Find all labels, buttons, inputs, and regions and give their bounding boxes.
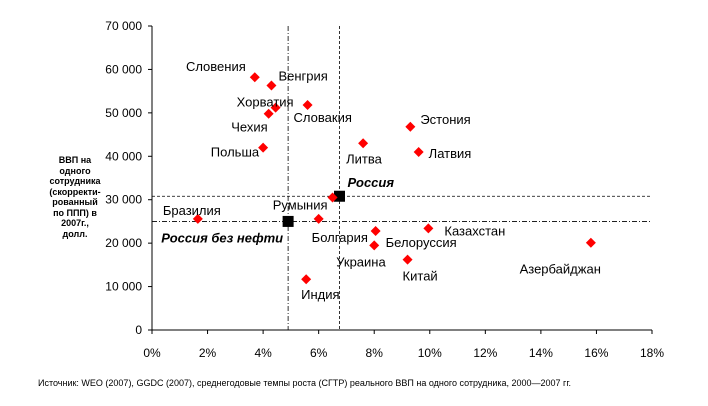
x-tick-label: 6% (310, 346, 328, 360)
diamond-marker (370, 225, 381, 236)
diamond-marker (258, 142, 269, 153)
point-label: Польша (211, 145, 260, 160)
point-label: Россия (348, 175, 395, 190)
diamond-marker (585, 237, 596, 248)
x-tick-label: 18% (640, 346, 664, 360)
x-tick-label: 2% (199, 346, 217, 360)
point-label: Чехия (231, 120, 267, 135)
x-tick-label: 10% (418, 346, 442, 360)
diamond-marker (423, 223, 434, 234)
square-marker (334, 190, 345, 202)
diamond-marker (301, 274, 312, 285)
y-tick-label: 50 000 (105, 106, 142, 120)
tick-labels: 0% 2% 4% 6% 8% 10% 12% 14% 16% 18% 0 10 000 20 000 30… (105, 19, 664, 360)
point-label: Болгария (312, 230, 368, 245)
y-tick-label: 20 000 (105, 236, 142, 250)
point-label: Азербайджан (520, 262, 601, 277)
point-label: Бразилия (163, 203, 221, 218)
point-label: Словакия (294, 110, 352, 125)
point-label: Словения (186, 59, 246, 74)
x-tick-label: 16% (584, 346, 608, 360)
y-axis-label-line: 2007г., (61, 218, 89, 228)
point-label: Индия (301, 287, 339, 302)
diamond-marker (192, 213, 203, 224)
y-tick-label: 30 000 (105, 193, 142, 207)
square-marker (282, 215, 294, 227)
y-tick-label: 0 (135, 323, 142, 337)
diamond-marker (263, 108, 274, 119)
point-label: Украина (336, 254, 386, 269)
y-tick-label: 10 000 (105, 280, 142, 294)
point-label: Белоруссия (386, 235, 457, 250)
diamond-marker (270, 102, 281, 113)
axes (148, 25, 653, 334)
y-axis-label-line: ВВП на (58, 155, 92, 165)
y-axis-label: ВВП на одного сотрудника (скорректи- ров… (42, 155, 108, 239)
data-points (192, 72, 596, 285)
x-tick-label: 12% (473, 346, 497, 360)
diamond-marker (405, 121, 416, 132)
y-axis-label-line: сотрудника (49, 176, 101, 186)
x-tick-label: 0% (143, 346, 161, 360)
point-label: Хорватия (237, 95, 294, 110)
y-tick-label: 60 000 (105, 62, 142, 76)
diamond-marker (249, 72, 260, 83)
y-axis-label-line: рованный (52, 197, 98, 207)
diamond-marker (302, 100, 313, 111)
point-label: Венгрия (278, 68, 327, 83)
point-label: Россия без нефти (161, 230, 283, 245)
diamond-marker (413, 146, 424, 157)
point-label: Латвия (429, 146, 472, 161)
source-note: Источник: WEO (2007), GGDC (2007), средн… (38, 378, 571, 388)
point-labels: Словения Венгрия Хорватия Чехия Словакия Поль… (161, 59, 601, 302)
x-tick-label: 4% (254, 346, 272, 360)
diamond-marker (313, 213, 324, 224)
y-axis-label-line: одного (59, 165, 91, 176)
diamond-marker (327, 192, 338, 203)
diamond-marker (369, 240, 380, 251)
diamond-marker (266, 80, 277, 91)
y-axis-label-line: по ППП) в (53, 207, 97, 218)
y-tick-label: 70 000 (105, 19, 142, 33)
reference-lines (152, 26, 652, 330)
y-axis-label-line: долл. (62, 228, 88, 239)
point-label: Китай (403, 269, 438, 284)
point-label: Эстония (420, 112, 470, 127)
point-label: Казахстан (444, 223, 505, 238)
point-label: Литва (346, 151, 383, 166)
diamond-marker (402, 254, 413, 265)
y-tick-label: 40 000 (105, 149, 142, 163)
diamond-marker (358, 138, 369, 149)
x-tick-label: 8% (366, 346, 384, 360)
x-tick-label: 14% (529, 346, 553, 360)
y-axis-label-line: (скорректи- (49, 186, 101, 197)
point-label: Румыния (273, 198, 328, 213)
